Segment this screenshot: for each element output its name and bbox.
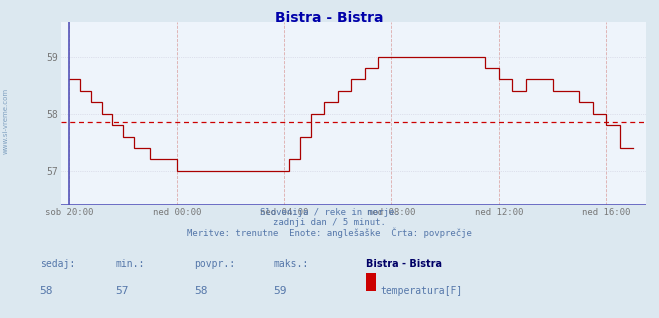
Text: 58: 58 [40,286,53,296]
Text: Bistra - Bistra: Bistra - Bistra [366,259,442,269]
Text: 57: 57 [115,286,129,296]
Text: Slovenija / reke in morje.: Slovenija / reke in morje. [260,208,399,217]
Text: Meritve: trenutne  Enote: anglešaške  Črta: povprečje: Meritve: trenutne Enote: anglešaške Črta… [187,227,472,238]
Text: 59: 59 [273,286,287,296]
Text: min.:: min.: [115,259,145,269]
Text: Bistra - Bistra: Bistra - Bistra [275,11,384,25]
Text: sedaj:: sedaj: [40,259,74,269]
Text: 58: 58 [194,286,208,296]
Text: zadnji dan / 5 minut.: zadnji dan / 5 minut. [273,218,386,227]
Text: maks.:: maks.: [273,259,308,269]
Text: www.si-vreme.com: www.si-vreme.com [2,88,9,154]
Text: povpr.:: povpr.: [194,259,235,269]
Text: temperatura[F]: temperatura[F] [381,286,463,296]
